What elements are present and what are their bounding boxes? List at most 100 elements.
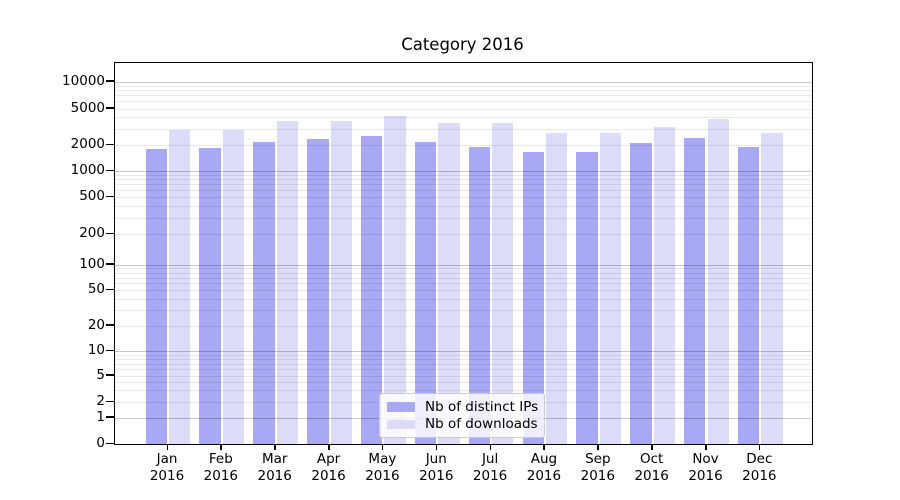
bar-downloads-dec bbox=[761, 133, 783, 444]
x-axis-tick-mark bbox=[651, 444, 653, 450]
legend-swatch-distinct-ips bbox=[387, 402, 415, 412]
bar-downloads-may bbox=[384, 115, 406, 444]
y-axis-tick-label-5: 5 bbox=[96, 366, 105, 383]
y-axis-tick-label-1: 1 bbox=[96, 408, 105, 425]
x-axis-tick-label-oct: Oct 2016 bbox=[634, 451, 669, 484]
bar-downloads-apr bbox=[330, 120, 352, 444]
grid-line-3000 bbox=[115, 128, 812, 130]
legend-label-downloads: Nb of downloads bbox=[425, 416, 538, 433]
x-axis-tick-label-jul: Jul 2016 bbox=[472, 451, 508, 484]
x-axis-tick-label-dec: Dec 2016 bbox=[742, 451, 777, 484]
bar-distinct-ips-sep bbox=[576, 152, 598, 444]
grid-line-300 bbox=[115, 217, 812, 219]
y-axis-tick-label-200: 200 bbox=[79, 225, 105, 241]
gridlines-layer bbox=[115, 63, 812, 444]
y-axis-tick-mark bbox=[106, 324, 114, 326]
bar-distinct-ips-dec bbox=[737, 146, 760, 444]
bar-distinct-ips-jun bbox=[414, 142, 437, 444]
x-axis-tick-label-apr: Apr 2016 bbox=[311, 451, 346, 484]
grid-line-8 bbox=[115, 358, 812, 360]
grid-line-800 bbox=[115, 179, 812, 181]
y-axis-tick-mark bbox=[106, 232, 114, 234]
y-axis-tick-mark bbox=[106, 374, 114, 376]
y-axis-tick-mark bbox=[106, 400, 114, 402]
grid-line-100 bbox=[115, 264, 812, 266]
bar-downloads-jun bbox=[438, 123, 460, 444]
bar-distinct-ips-oct bbox=[630, 143, 652, 444]
bar-downloads-nov bbox=[707, 119, 729, 444]
grid-line-1000 bbox=[115, 171, 812, 172]
grid-line-4 bbox=[115, 381, 812, 383]
grid-line-400 bbox=[115, 206, 812, 207]
bar-distinct-ips-jan bbox=[145, 148, 167, 444]
bar-downloads-aug bbox=[545, 133, 568, 444]
y-axis-tick-mark bbox=[106, 349, 114, 351]
bar-downloads-sep bbox=[599, 133, 622, 444]
x-axis-tick-mark bbox=[543, 444, 545, 450]
y-axis-tick-mark bbox=[106, 288, 114, 290]
y-axis-tick-label-500: 500 bbox=[79, 188, 105, 204]
grid-line-6000 bbox=[115, 101, 812, 103]
x-axis-tick-mark bbox=[166, 444, 168, 450]
grid-line-10 bbox=[115, 351, 812, 352]
bar-distinct-ips-nov bbox=[684, 137, 706, 444]
bars-layer bbox=[115, 63, 812, 444]
grid-line-9 bbox=[115, 354, 812, 356]
grid-line-2000 bbox=[115, 145, 812, 146]
y-axis-tick-label-10: 10 bbox=[87, 342, 105, 358]
grid-line-60 bbox=[115, 283, 812, 285]
y-axis-tick-mark bbox=[106, 263, 114, 265]
bar-downloads-feb bbox=[222, 130, 245, 444]
x-axis-tick-label-feb: Feb 2016 bbox=[203, 451, 239, 484]
bar-distinct-ips-mar bbox=[253, 142, 275, 444]
x-axis-tick-mark bbox=[705, 444, 707, 450]
grid-line-5000 bbox=[115, 108, 812, 110]
y-axis-tick-mark bbox=[106, 107, 114, 109]
x-axis-tick-label-nov: Nov 2016 bbox=[688, 451, 723, 484]
x-axis-tick-label-jan: Jan 2016 bbox=[149, 451, 185, 484]
grid-line-20 bbox=[115, 325, 812, 327]
y-axis-tick-label-2: 2 bbox=[96, 393, 105, 409]
bar-distinct-ips-aug bbox=[522, 152, 544, 444]
x-axis-tick-mark bbox=[220, 444, 222, 450]
x-axis-tick-mark bbox=[758, 444, 761, 450]
grid-line-9000 bbox=[115, 85, 812, 87]
grid-line-70 bbox=[115, 277, 812, 279]
grid-line-50 bbox=[115, 290, 812, 291]
grid-line-700 bbox=[115, 184, 812, 186]
bar-distinct-ips-apr bbox=[307, 139, 329, 444]
grid-line-8000 bbox=[115, 90, 812, 92]
grid-line-200 bbox=[115, 234, 812, 235]
x-axis-tick-mark bbox=[274, 444, 276, 450]
y-axis-tick-mark bbox=[106, 442, 114, 444]
bar-downloads-oct bbox=[653, 126, 676, 444]
x-axis-tick-label-jun: Jun 2016 bbox=[419, 451, 454, 484]
y-axis-tick-label-0: 0 bbox=[96, 435, 105, 451]
x-axis-tick-mark bbox=[489, 444, 492, 450]
y-axis-tick-label-100: 100 bbox=[79, 255, 105, 272]
grid-line-10000 bbox=[115, 81, 812, 83]
grid-line-30 bbox=[115, 309, 812, 311]
grid-line-900 bbox=[115, 174, 812, 176]
y-axis-tick-label-5000: 5000 bbox=[70, 99, 105, 116]
y-axis-tick-mark bbox=[106, 169, 114, 171]
grid-line-40 bbox=[115, 298, 812, 300]
x-axis-tick-label-mar: Mar 2016 bbox=[257, 451, 292, 484]
y-axis-tick-mark bbox=[106, 143, 114, 145]
x-axis-tick-label-may: May 2016 bbox=[365, 451, 400, 484]
x-axis-tick-mark bbox=[381, 444, 384, 450]
chart-title: Category 2016 bbox=[401, 35, 524, 54]
legend: Nb of distinct IPs Nb of downloads bbox=[379, 393, 545, 438]
bar-downloads-jul bbox=[492, 123, 514, 444]
legend-swatch-downloads bbox=[387, 419, 415, 429]
y-axis-tick-mark bbox=[106, 195, 114, 197]
bar-distinct-ips-may bbox=[361, 136, 383, 444]
bar-downloads-jan bbox=[169, 129, 191, 444]
y-axis-tick-mark bbox=[106, 80, 114, 82]
legend-entry-distinct-ips: Nb of distinct IPs bbox=[387, 398, 538, 416]
grid-line-90 bbox=[115, 268, 812, 270]
bar-distinct-ips-feb bbox=[199, 147, 221, 444]
plot-area: Nb of distinct IPs Nb of downloads bbox=[114, 62, 813, 445]
grid-line-600 bbox=[115, 190, 812, 192]
